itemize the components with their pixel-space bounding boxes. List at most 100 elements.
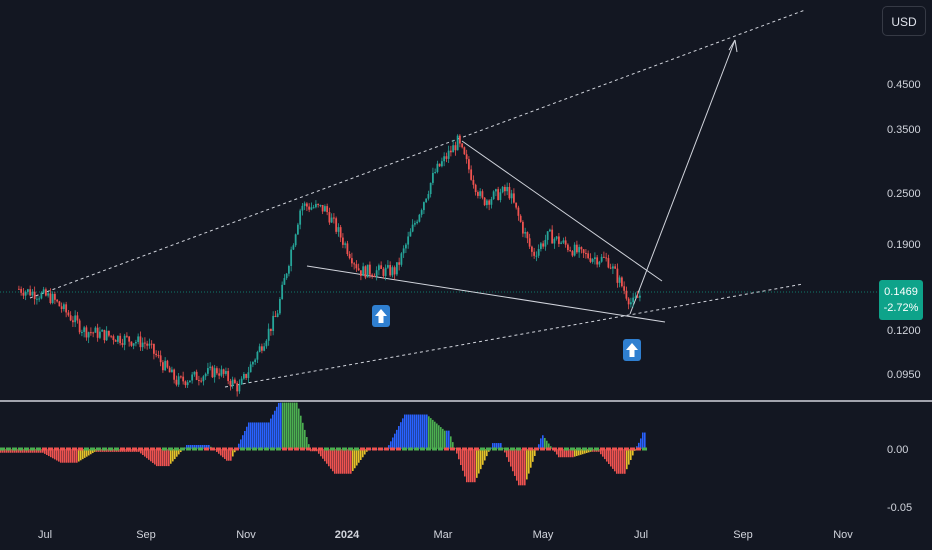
candle-body <box>582 249 585 253</box>
osc-bar <box>430 418 432 449</box>
change-percent: -2.72% <box>883 302 919 314</box>
candle-body <box>328 212 331 223</box>
candle-body <box>612 266 614 269</box>
candle-body <box>198 379 200 381</box>
candle-body <box>636 296 639 298</box>
osc-bar <box>78 449 80 462</box>
candle-body <box>209 366 212 369</box>
osc-zero-dot <box>516 447 521 451</box>
osc-zero-dot <box>324 447 329 451</box>
osc-zero-dot <box>54 447 59 451</box>
osc-zero-dot <box>558 447 563 451</box>
candle-body <box>351 258 353 264</box>
osc-bar <box>390 441 392 449</box>
arrow-up-icon <box>372 305 390 327</box>
osc-bar <box>246 426 248 449</box>
candle-body <box>69 315 72 321</box>
osc-bar <box>72 449 74 463</box>
osc-bar <box>478 449 480 474</box>
osc-bar <box>426 414 428 449</box>
candle-body <box>261 346 263 351</box>
candle-body <box>171 369 173 373</box>
osc-bar <box>334 449 336 474</box>
candle-body <box>474 184 477 193</box>
candle-body <box>74 315 77 323</box>
x-tick-label: Nov <box>833 529 853 541</box>
candle-body <box>83 327 86 332</box>
candle-body <box>110 335 113 337</box>
last-price: 0.1469 <box>884 286 918 298</box>
candle-body <box>317 203 320 205</box>
osc-bar <box>188 445 190 449</box>
osc-bar <box>342 449 344 474</box>
grid <box>0 291 932 402</box>
y-tick-label: 0.0950 <box>887 369 921 381</box>
candle-body <box>488 200 491 205</box>
candle-body <box>533 251 536 256</box>
candle-body <box>76 315 79 321</box>
candle-body <box>486 200 488 206</box>
osc-bar <box>588 449 590 453</box>
osc-zero-dot <box>510 447 515 451</box>
osc-bar <box>220 449 222 456</box>
osc-bar <box>200 445 202 449</box>
osc-bar <box>456 449 458 454</box>
osc-bar <box>492 443 494 449</box>
osc-zero-dot <box>294 447 299 451</box>
osc-bar <box>526 449 528 480</box>
osc-bar <box>462 449 464 471</box>
candle-body <box>56 299 59 302</box>
candle-body <box>389 265 392 276</box>
osc-bar <box>258 422 260 449</box>
osc-zero-dot <box>60 447 65 451</box>
candle-body <box>38 298 41 300</box>
osc-bar <box>642 432 644 449</box>
osc-zero-dot <box>504 447 509 451</box>
osc-bar <box>392 437 394 449</box>
osc-bar <box>70 449 72 463</box>
candle-body <box>67 312 70 316</box>
osc-bar <box>186 445 188 449</box>
candle-body <box>78 320 81 333</box>
osc-zero-dot <box>480 447 485 451</box>
osc-zero-dot <box>180 447 185 451</box>
candle-body <box>60 306 63 310</box>
osc-bar <box>448 430 450 449</box>
candle-body <box>162 362 164 371</box>
x-tick-label: Mar <box>434 529 453 541</box>
y-tick-label: 0.1900 <box>887 239 921 251</box>
candle-body <box>522 221 524 234</box>
osc-bar <box>432 419 434 449</box>
candle-body <box>155 353 158 356</box>
candle-body <box>393 267 396 275</box>
osc-bar <box>152 449 154 463</box>
osc-zero-dot <box>156 447 161 451</box>
candle-body <box>443 156 446 162</box>
osc-bar <box>460 449 462 466</box>
candle-body <box>290 249 293 266</box>
x-tick-label: Sep <box>733 529 753 541</box>
osc-zero-dot <box>18 447 23 451</box>
currency-button[interactable]: USD <box>882 6 926 36</box>
osc-zero-dot <box>390 447 395 451</box>
osc-bar <box>196 445 198 449</box>
osc-bar <box>564 449 566 458</box>
candle-body <box>555 236 558 239</box>
osc-bar <box>62 449 64 463</box>
osc-bar <box>618 449 620 474</box>
candle-body <box>137 336 140 342</box>
candle-body <box>578 247 581 253</box>
candle-body <box>355 264 358 269</box>
candle-body <box>371 274 374 277</box>
osc-zero-dot <box>606 447 611 451</box>
osc-zero-dot <box>372 447 377 451</box>
osc-bar <box>400 422 402 449</box>
candle-body <box>335 218 338 232</box>
wedge-resistance-line <box>461 140 663 282</box>
candle-body <box>218 373 221 376</box>
osc-bar <box>240 439 242 449</box>
osc-bar <box>278 402 280 449</box>
candle-body <box>519 215 522 222</box>
osc-bar <box>522 449 524 486</box>
